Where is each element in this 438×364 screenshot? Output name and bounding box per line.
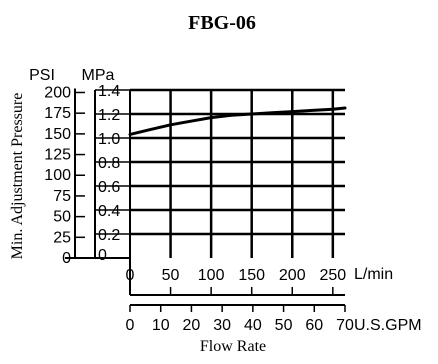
mpa-tick-label: 0.6 (98, 179, 120, 196)
lpm-tick-label: 150 (238, 267, 265, 284)
psi-tick-label: 200 (44, 84, 71, 101)
mpa-tick-label: 0.4 (98, 203, 120, 220)
mpa-tick-label: 1.0 (98, 131, 120, 148)
lpm-tick-label: 50 (162, 267, 180, 284)
psi-tick-label: 125 (44, 147, 71, 164)
series-point (332, 108, 334, 110)
tick-labels: 025507510012515017520000.20.40.60.81.01.… (44, 83, 354, 334)
series-point (190, 120, 192, 122)
y-axis-label: Min. Adjustment Pressure (9, 93, 26, 260)
gpm-tick-label: 70 (336, 317, 354, 334)
gpm-tick-label: 40 (244, 317, 262, 334)
psi-tick-label: 150 (44, 126, 71, 143)
psi-tick-label: 75 (53, 188, 71, 205)
series-point (230, 114, 232, 116)
lpm-tick-label: 200 (279, 267, 306, 284)
series-layer (128, 106, 347, 136)
axes (65, 88, 346, 312)
psi-tick-label: 0 (62, 250, 71, 267)
gpm-tick-label: 0 (126, 317, 135, 334)
lpm-tick-label: 250 (319, 267, 346, 284)
series-point (311, 109, 314, 111)
series-point (149, 129, 151, 131)
psi-axis-unit: PSI (29, 67, 55, 84)
gpm-tick-label: 50 (275, 317, 293, 334)
psi-tick-label: 50 (53, 209, 71, 226)
series-point (251, 113, 253, 115)
x-axis-label: Flow Rate (200, 338, 266, 355)
mpa-tick-label: 0.2 (98, 227, 120, 244)
series-point (291, 111, 293, 113)
lpm-tick-label: 100 (198, 267, 225, 284)
chart-title: FBG-06 (188, 12, 256, 34)
mpa-tick-label: 0 (98, 247, 107, 264)
series-point (271, 112, 273, 114)
mpa-tick-label: 0.8 (98, 155, 120, 172)
series-point (210, 117, 212, 119)
mpa-tick-label: 1.4 (98, 83, 120, 100)
series-point (344, 107, 346, 109)
lpm-tick-label: 0 (126, 267, 135, 284)
gpm-tick-label: 10 (152, 317, 170, 334)
psi-tick-label: 100 (44, 167, 71, 184)
psi-tick-label: 175 (44, 105, 71, 122)
series-point (129, 133, 131, 135)
mpa-tick-label: 1.2 (98, 107, 120, 124)
gpm-tick-label: 60 (305, 317, 323, 334)
gpm-tick-label: 30 (213, 317, 231, 334)
mpa-axis-unit: MPa (82, 67, 115, 84)
gpm-tick-label: 20 (183, 317, 201, 334)
lpm-axis-unit: L/min (354, 266, 393, 283)
series-line-0 (128, 106, 347, 136)
series-point (170, 124, 172, 126)
gpm-axis-unit: U.S.GPM (354, 317, 422, 334)
psi-tick-label: 25 (53, 229, 71, 246)
